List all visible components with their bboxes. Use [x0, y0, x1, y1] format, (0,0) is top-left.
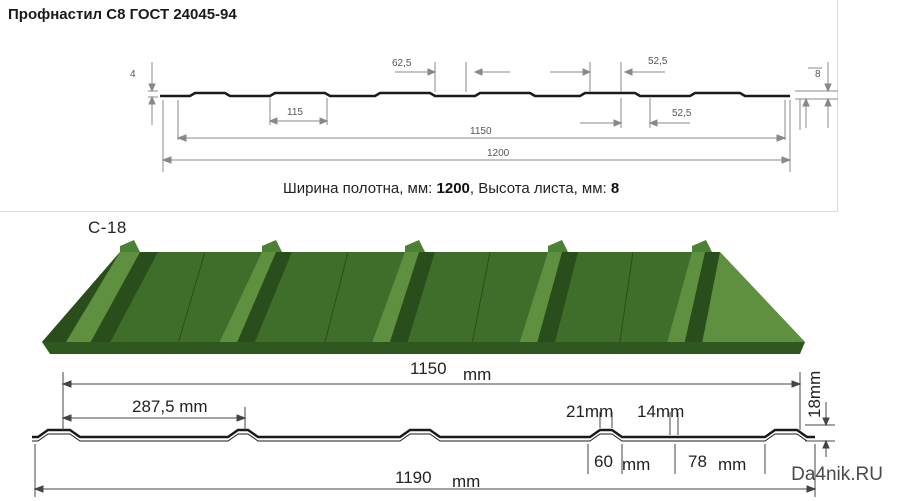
- top-panel: [0, 0, 838, 212]
- dim-78-unit: mm: [718, 455, 746, 474]
- c8-profile-line: [160, 91, 790, 98]
- dim-1190: 1190: [395, 468, 432, 487]
- dim-1150-bottom: 1150: [410, 359, 447, 378]
- dim-60-unit: mm: [622, 455, 650, 474]
- dim-62-5: 62,5: [392, 58, 412, 69]
- spec-separator: ,: [469, 180, 479, 197]
- c8-profile-drawing: 4 62,5 52,5 52,5 115 1150 1200 8: [130, 56, 838, 172]
- watermark: Da4nik.RU: [791, 464, 883, 485]
- spec-width-label: Ширина полотна, мм:: [283, 180, 437, 197]
- dim-8: 8: [815, 69, 821, 80]
- dim-52-5-bottom: 52,5: [672, 108, 692, 119]
- dim-52-5-top: 52,5: [648, 56, 668, 67]
- spec-width-value: 1200: [436, 180, 470, 197]
- dim-115: 115: [287, 107, 303, 118]
- c18-dimension-lines: [33, 372, 835, 497]
- dim-1200: 1200: [487, 148, 510, 159]
- dim-18: 18mm: [805, 371, 824, 418]
- dim-1150-top: 1150: [470, 126, 492, 137]
- page-title: Профнастил С8 ГОСТ 24045-94: [8, 6, 237, 23]
- spec-line: Ширина полотна, мм: 1200, Высота листа, …: [283, 180, 619, 197]
- dim-1190-unit: mm: [452, 472, 480, 491]
- c8-extension-lines: [148, 62, 838, 172]
- c18-drawing: 1150 mm 287,5 mm 21mm 14mm 60 mm 78 mm 1…: [32, 240, 835, 497]
- c18-profile-inner: [32, 433, 815, 442]
- dim-287-5: 287,5 mm: [132, 397, 208, 416]
- spec-height-label: Высота листа, мм:: [478, 180, 611, 197]
- dim-1150-unit: mm: [463, 365, 491, 384]
- c18-profile-line: [32, 428, 815, 439]
- c18-sheet-image: [42, 240, 805, 355]
- dim-21: 21mm: [566, 402, 613, 421]
- c18-label: С-18: [88, 218, 127, 237]
- dim-60: 60: [594, 452, 613, 471]
- dim-4: 4: [130, 69, 136, 80]
- dim-78: 78: [688, 452, 707, 471]
- spec-height-value: 8: [610, 180, 620, 197]
- c8-dimension-lines: [148, 62, 832, 164]
- dim-14: 14mm: [637, 402, 684, 421]
